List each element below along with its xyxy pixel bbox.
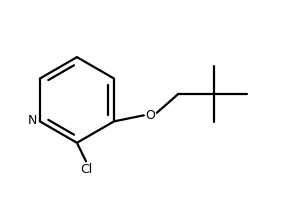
Text: O: O bbox=[146, 109, 155, 122]
Text: Cl: Cl bbox=[80, 163, 92, 176]
Text: N: N bbox=[28, 114, 38, 127]
